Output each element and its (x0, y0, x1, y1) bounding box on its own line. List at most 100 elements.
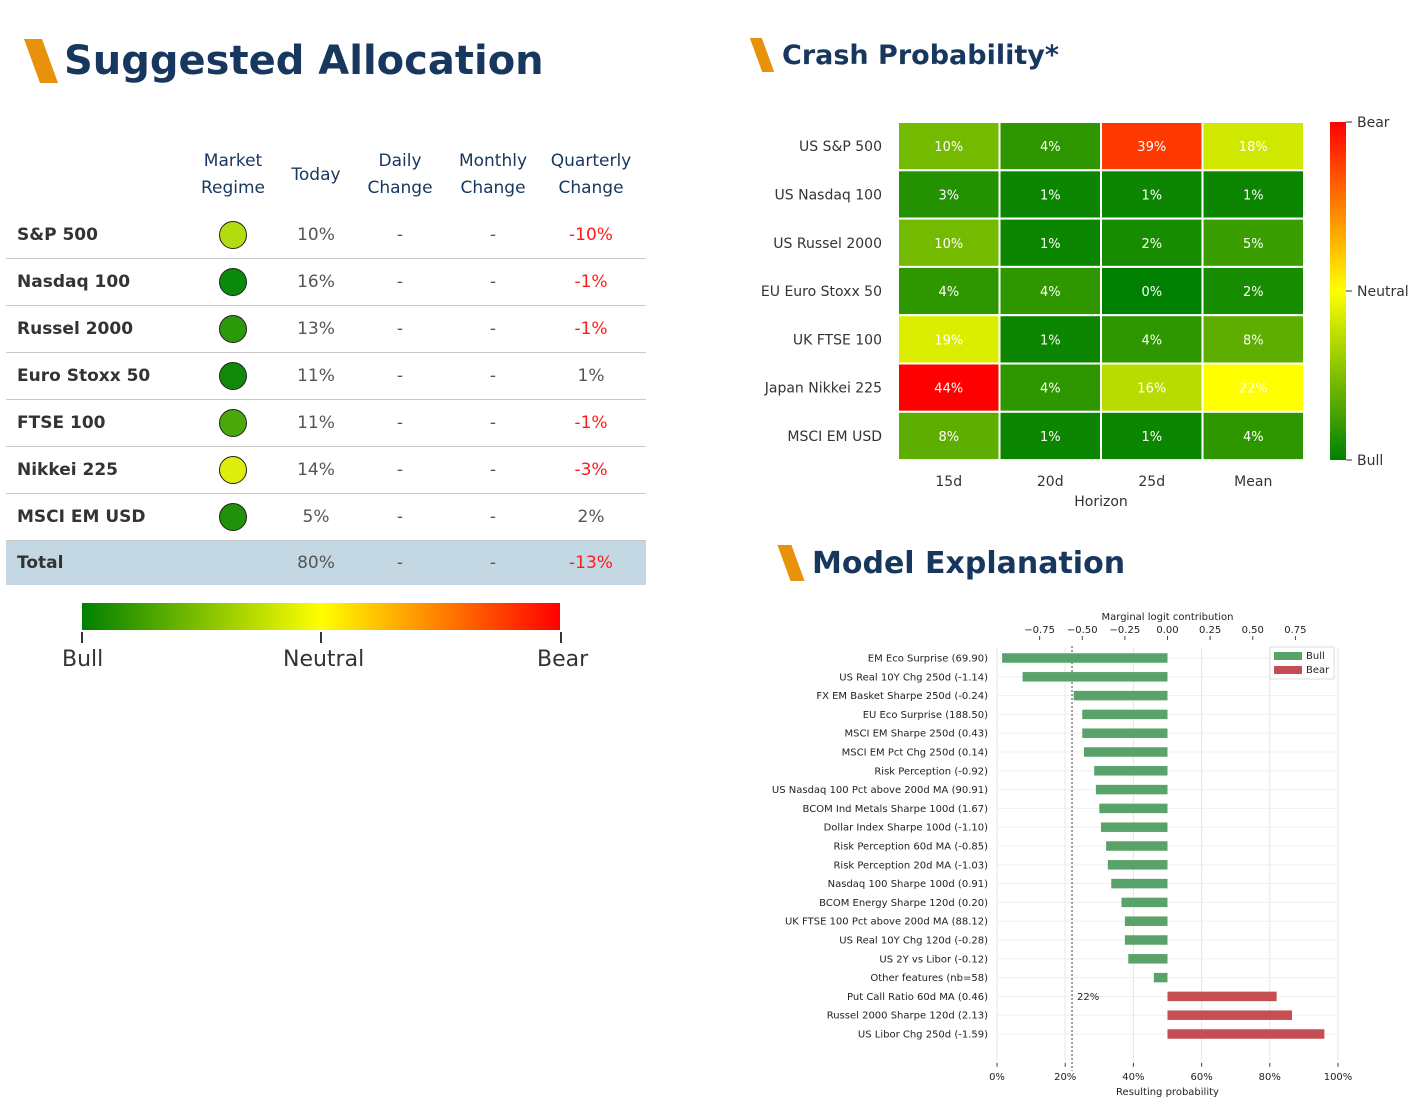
explain-bar (1073, 690, 1168, 701)
heatmap-cell-label: 1% (1040, 333, 1061, 348)
monthly-change-value: - (450, 258, 536, 306)
explain-bottom-tick-label: 20% (1054, 1072, 1076, 1083)
total-regime-cell (184, 540, 282, 585)
today-value: 11% (282, 352, 350, 400)
allocation-row: S&P 500 10% - - -10% (6, 212, 646, 259)
heatmap-cell (1201, 169, 1305, 220)
header-monthly-change: Monthly Change (458, 151, 528, 198)
explain-top-tick-label: 0.25 (1199, 625, 1221, 636)
explain-feature-label: Nasdaq 100 Sharpe 100d (0.91) (828, 879, 988, 890)
suggested-allocation-header: Suggested Allocation (23, 38, 544, 84)
header-quarterly-change: Quarterly Change (550, 151, 632, 198)
quarterly-change-value: -1% (536, 305, 646, 353)
heatmap-cell-label: 2% (1243, 285, 1264, 300)
explain-bar (1095, 784, 1168, 795)
explain-bar (1099, 803, 1168, 814)
heatmap-cell (897, 410, 1001, 462)
monthly-change-value: - (450, 399, 536, 447)
crash-probability-title: Crash Probability* (782, 39, 1059, 71)
today-value: 10% (282, 212, 350, 259)
heatmap-cell (1100, 314, 1204, 365)
explain-bar (1167, 1029, 1325, 1039)
today-value: 16% (282, 258, 350, 306)
heatmap-cell-label: 10% (934, 237, 963, 252)
quarterly-change-value: 2% (536, 493, 646, 541)
explain-feature-label: FX EM Basket Sharpe 250d (-0.24) (816, 691, 988, 702)
explain-bar (1002, 653, 1168, 663)
regime-indicator-dot (219, 315, 247, 343)
heatmap-row-label: UK FTSE 100 (793, 332, 882, 348)
explain-feature-label: Risk Perception (-0.92) (874, 766, 988, 777)
header-accent-bar (23, 39, 59, 83)
explain-bar (1167, 1010, 1292, 1020)
explain-feature-label: Risk Perception 20d MA (-1.03) (833, 860, 988, 871)
heatmap-cell-label: 1% (1040, 430, 1061, 445)
allocation-header-row: Market Regime Today Daily Change Monthly Ch… (6, 138, 646, 212)
heatmap-cell (1201, 314, 1305, 365)
allocation-row: FTSE 100 11% - - -1% (6, 399, 646, 447)
explain-feature-label: UK FTSE 100 Pct above 200d MA (88.12) (785, 917, 988, 928)
heatmap-cell (1201, 121, 1305, 172)
heatmap-cell-label: 1% (1141, 188, 1162, 203)
explain-bar (1107, 860, 1168, 870)
market-name: Euro Stoxx 50 (6, 352, 184, 400)
daily-change-value: - (350, 352, 450, 400)
market-regime-cell (184, 258, 282, 306)
colorbar-label: Bull (1357, 453, 1383, 469)
heatmap-cell (1201, 265, 1305, 317)
total-today-value: 80% (282, 540, 350, 585)
market-regime-cell (184, 446, 282, 494)
allocation-row: Euro Stoxx 50 11% - -1% (6, 352, 646, 400)
quarterly-change-value: -1% (536, 258, 646, 306)
heatmap-cell-label: 4% (1243, 430, 1264, 445)
heatmap-row-label: Japan Nikkei 225 (764, 381, 882, 397)
heatmap-cell-label: 4% (1040, 140, 1061, 155)
explain-bar (1124, 935, 1168, 945)
regime-indicator-dot (219, 503, 247, 531)
total-quarterly-change: -13% (536, 540, 646, 585)
total-label: Total (6, 540, 184, 585)
explain-feature-label: EU Eco Surprise (188.50) (863, 710, 988, 721)
explain-feature-label: Risk Perception 60d MA (-0.85) (833, 842, 988, 853)
heatmap-cell (1100, 410, 1204, 462)
monthly-change-value: - (450, 305, 536, 353)
header-accent-bar (777, 545, 805, 581)
heatmap-cell-label: 2% (1141, 237, 1162, 252)
regime-indicator-dot (219, 456, 247, 484)
explain-bar (1111, 878, 1168, 889)
heatmap-col-label: Mean (1234, 474, 1272, 490)
daily-change-value: - (350, 493, 450, 541)
explain-top-tick-label: 0.50 (1242, 625, 1264, 636)
explain-legend-swatch (1274, 666, 1302, 674)
explain-legend-label: Bull (1306, 651, 1325, 662)
heatmap-cell-label: 22% (1239, 382, 1268, 397)
heatmap-cell-label: 4% (1141, 333, 1162, 348)
heatmap-row-label: MSCI EM USD (787, 429, 882, 445)
explain-bar (1101, 822, 1168, 832)
explain-feature-label: BCOM Ind Metals Sharpe 100d (1.67) (803, 804, 989, 815)
explain-top-tick-label: −0.50 (1067, 625, 1098, 636)
explain-bar (1083, 747, 1168, 757)
explain-top-tick-label: −0.25 (1110, 625, 1141, 636)
header-market-regime: Market Regime (200, 151, 266, 198)
explain-bar (1022, 672, 1168, 682)
heatmap-cell (998, 265, 1102, 317)
explain-bar (1167, 991, 1277, 1002)
explain-bottom-tick-label: 40% (1122, 1072, 1144, 1083)
heatmap-cell-label: 18% (1239, 140, 1268, 155)
heatmap-x-axis-label: Horizon (1074, 494, 1128, 510)
heatmap-cell (897, 314, 1001, 365)
heatmap-cell-label: 4% (1040, 285, 1061, 300)
heatmap-cell-label: 1% (1040, 188, 1061, 203)
heatmap-cell-label: 44% (934, 382, 963, 397)
monthly-change-value: - (450, 352, 536, 400)
explain-feature-label: Russel 2000 Sharpe 120d (2.13) (827, 1011, 988, 1022)
quarterly-change-value: 1% (536, 352, 646, 400)
scale-tick (81, 632, 83, 643)
monthly-change-value: - (450, 493, 536, 541)
today-value: 5% (282, 493, 350, 541)
scale-tick (320, 632, 322, 643)
explain-feature-label: MSCI EM Pct Chg 250d (0.14) (842, 748, 988, 759)
explain-bar (1082, 709, 1168, 720)
explain-top-tick-label: −0.75 (1024, 625, 1055, 636)
